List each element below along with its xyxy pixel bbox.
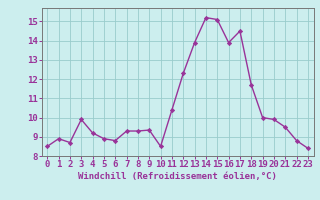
- X-axis label: Windchill (Refroidissement éolien,°C): Windchill (Refroidissement éolien,°C): [78, 172, 277, 181]
